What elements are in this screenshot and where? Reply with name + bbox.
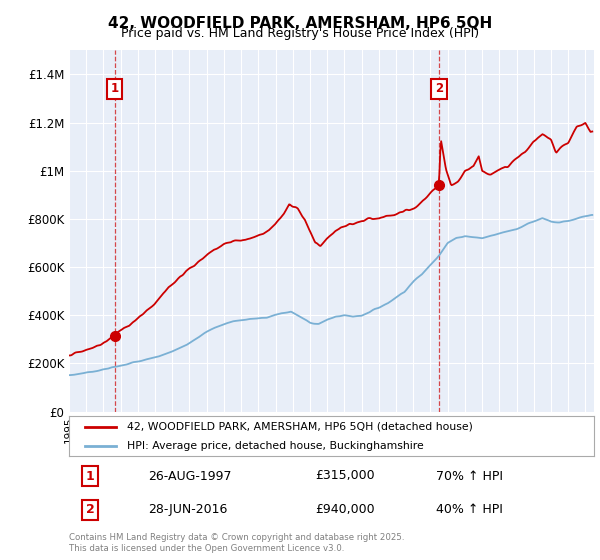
Text: 28-JUN-2016: 28-JUN-2016 (148, 503, 227, 516)
Text: 1: 1 (86, 469, 94, 483)
Text: Price paid vs. HM Land Registry's House Price Index (HPI): Price paid vs. HM Land Registry's House … (121, 27, 479, 40)
Text: 40% ↑ HPI: 40% ↑ HPI (437, 503, 503, 516)
Text: 42, WOODFIELD PARK, AMERSHAM, HP6 5QH (detached house): 42, WOODFIELD PARK, AMERSHAM, HP6 5QH (d… (127, 422, 473, 432)
Text: 2: 2 (86, 503, 94, 516)
Text: 70% ↑ HPI: 70% ↑ HPI (437, 469, 503, 483)
Text: 1: 1 (110, 82, 119, 95)
Text: 2: 2 (435, 82, 443, 95)
Text: 26-AUG-1997: 26-AUG-1997 (148, 469, 231, 483)
Text: HPI: Average price, detached house, Buckinghamshire: HPI: Average price, detached house, Buck… (127, 441, 424, 450)
Text: 42, WOODFIELD PARK, AMERSHAM, HP6 5QH: 42, WOODFIELD PARK, AMERSHAM, HP6 5QH (108, 16, 492, 31)
Text: £315,000: £315,000 (316, 469, 376, 483)
Text: £940,000: £940,000 (316, 503, 376, 516)
Text: Contains HM Land Registry data © Crown copyright and database right 2025.
This d: Contains HM Land Registry data © Crown c… (69, 533, 404, 553)
